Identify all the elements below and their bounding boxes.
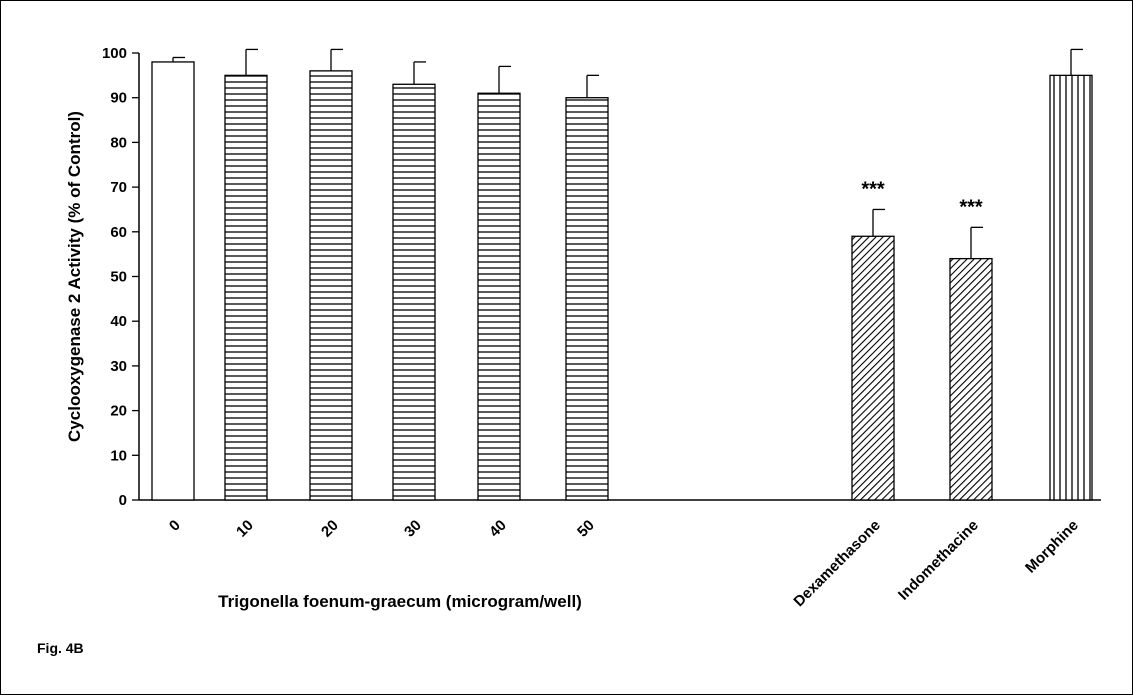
y-tick-label: 80 [110, 134, 127, 151]
x-tick-label: 40 [486, 517, 510, 541]
bar-dexamethasone [851, 235, 895, 501]
x-tick-label: Indomethacine [895, 517, 982, 604]
y-tick-label: 100 [102, 45, 127, 62]
x-tick-label: 50 [574, 517, 598, 541]
bar-20 [309, 70, 353, 501]
x-tick-label: 0 [166, 517, 184, 535]
bars-group: *** *** [151, 48, 1093, 501]
bar-40 [477, 92, 521, 501]
y-axis: 0 10 20 30 40 50 60 70 80 90 100 [102, 45, 1101, 509]
x-tick-label: Dexamethasone [790, 517, 883, 610]
bar-10 [224, 74, 268, 501]
y-axis-title: Cyclooxygenase 2 Activity (% of Control) [65, 111, 84, 442]
x-axis-title: Trigonella foenum-graecum (microgram/wel… [218, 592, 582, 611]
figure-label: Fig. 4B [37, 640, 84, 656]
significance-label: *** [959, 196, 983, 218]
x-tick-label: 30 [401, 517, 425, 541]
bar-morphine [1049, 74, 1093, 501]
bar-30 [392, 83, 436, 501]
y-tick-label: 40 [110, 313, 127, 330]
y-tick-label: 10 [110, 447, 127, 464]
significance-label: *** [861, 178, 885, 200]
y-tick-label: 90 [110, 90, 127, 107]
y-tick-label: 0 [119, 492, 127, 509]
y-tick-label: 30 [110, 358, 127, 375]
y-tick-label: 20 [110, 403, 127, 420]
x-tick-label: 10 [233, 517, 257, 541]
y-tick-label: 60 [110, 224, 127, 241]
bar-0 [151, 61, 195, 501]
y-tick-label: 70 [110, 179, 127, 196]
x-tick-label: Morphine [1022, 517, 1082, 577]
y-tick-label: 50 [110, 269, 127, 286]
x-tick-label: 20 [318, 517, 342, 541]
bar-50 [565, 97, 609, 501]
bar-indomethacine [949, 257, 993, 501]
